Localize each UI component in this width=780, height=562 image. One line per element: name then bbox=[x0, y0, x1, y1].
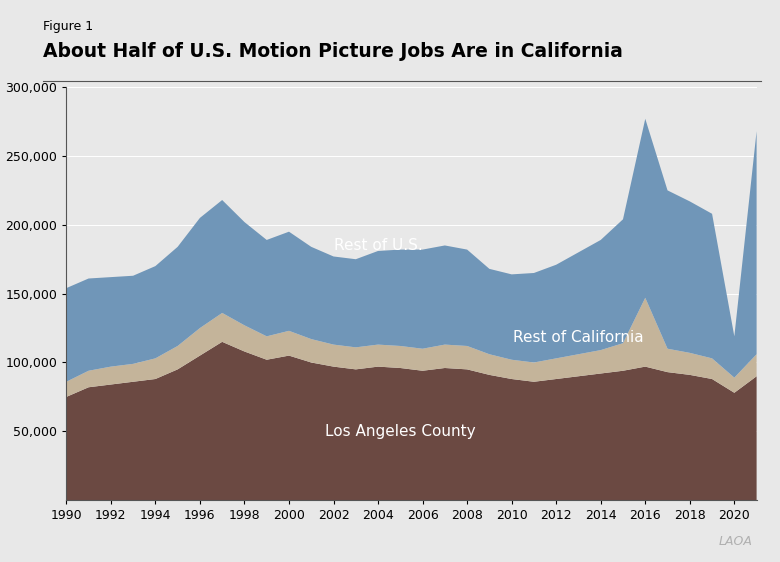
Text: Figure 1: Figure 1 bbox=[43, 20, 93, 33]
Text: Rest of U.S.: Rest of U.S. bbox=[334, 238, 423, 253]
Text: About Half of U.S. Motion Picture Jobs Are in California: About Half of U.S. Motion Picture Jobs A… bbox=[43, 42, 622, 61]
Text: Rest of California: Rest of California bbox=[513, 330, 644, 345]
Text: Los Angeles County: Los Angeles County bbox=[325, 424, 476, 439]
Text: LAOA: LAOA bbox=[719, 535, 753, 548]
